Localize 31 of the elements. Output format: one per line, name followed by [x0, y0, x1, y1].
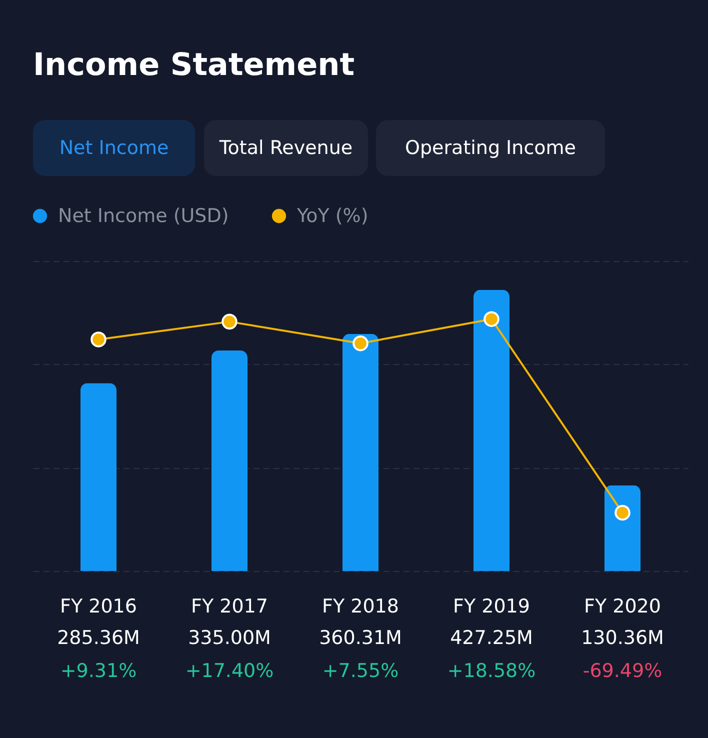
bar — [80, 383, 116, 571]
data-label: +18.58% — [447, 660, 536, 682]
point — [614, 504, 630, 521]
data-label: +17.40% — [185, 660, 274, 682]
data-label: -69.49% — [582, 660, 662, 682]
bar — [604, 485, 640, 571]
point — [484, 311, 500, 327]
text: Operating Income — [405, 137, 576, 159]
data-label: 335.00M — [188, 627, 271, 649]
x-tick-label: FY 2017 — [191, 596, 268, 618]
data-label: 285.36M — [57, 627, 140, 649]
data-label: 360.31M — [319, 627, 402, 649]
point — [222, 314, 238, 330]
legend-label: YoY (%) — [296, 205, 368, 227]
data-label: +9.31% — [60, 660, 137, 682]
point — [90, 332, 106, 348]
data-label: +7.55% — [322, 660, 399, 682]
bar — [212, 350, 248, 571]
chart-title: Income Statement — [33, 47, 355, 83]
point — [352, 335, 368, 352]
bar — [474, 290, 510, 571]
data-label: 130.36M — [581, 627, 664, 649]
text: Total Revenue — [218, 137, 353, 159]
legend-label: Net Income (USD) — [58, 205, 229, 227]
data-label: 427.25M — [450, 627, 533, 649]
x-tick-label: FY 2019 — [453, 596, 530, 618]
x-tick-label: FY 2020 — [584, 596, 661, 618]
x-tick-label: FY 2018 — [322, 596, 399, 618]
x-tick-label: FY 2016 — [60, 596, 137, 618]
text: Net Income — [59, 137, 169, 159]
bar — [342, 334, 378, 571]
